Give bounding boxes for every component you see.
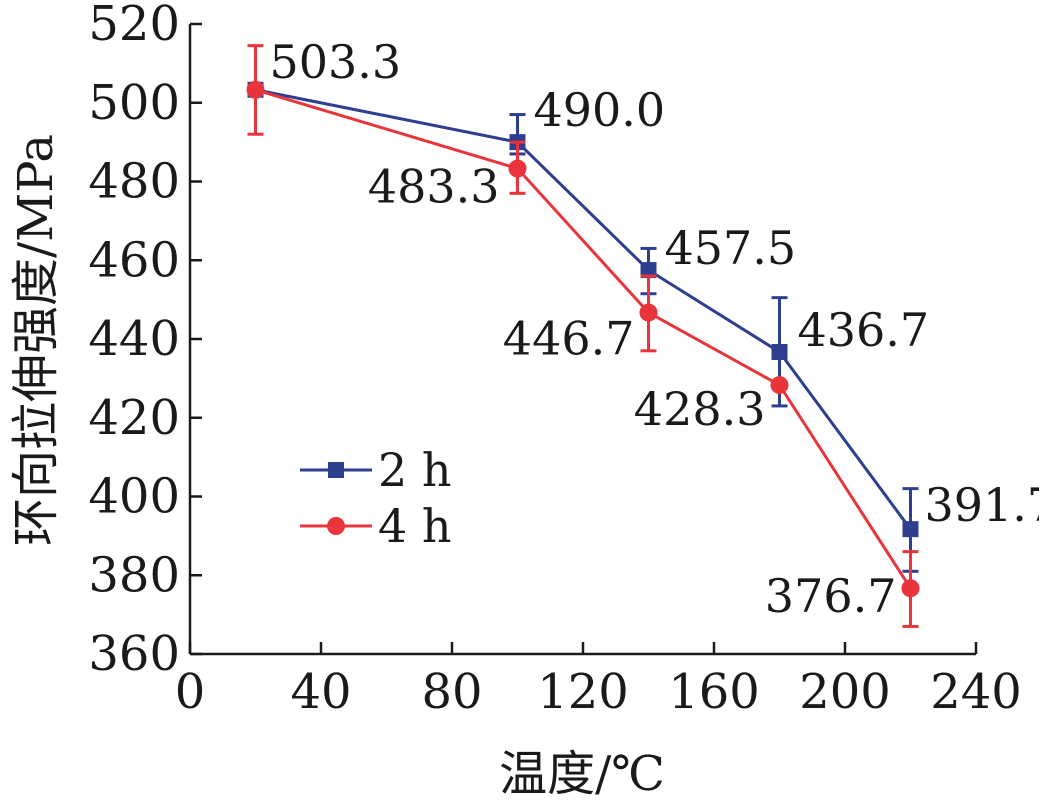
y-tick-label: 500: [88, 75, 180, 131]
data-label: 436.7: [798, 303, 930, 357]
circle-marker: [639, 303, 658, 322]
legend-label: 2 h: [378, 443, 452, 497]
y-tick-label: 440: [88, 311, 180, 367]
y-tick-label: 380: [88, 547, 180, 603]
axes: 0 40 80 120 160 200 240 360 380 400 420 440 460 480 50…: [88, 0, 1021, 720]
data-label: 376.7: [765, 569, 897, 623]
y-tick-label: 420: [88, 390, 180, 446]
x-tick-label: 0: [175, 664, 206, 720]
data-label: 483.3: [368, 160, 500, 214]
data-label: 490.0: [534, 83, 666, 137]
series-4h: [246, 44, 920, 628]
data-label: 428.3: [634, 382, 766, 436]
circle-marker: [770, 376, 789, 395]
y-axis-title: 环向拉伸强度/MPa: [8, 134, 64, 546]
circle-marker: [508, 159, 527, 178]
square-marker: [640, 262, 657, 279]
circle-marker: [246, 80, 265, 99]
x-tick-label: 200: [799, 664, 891, 720]
data-label: 391.7: [925, 478, 1039, 532]
x-tick-label: 120: [537, 664, 629, 720]
data-label: 503.3: [270, 35, 402, 89]
x-tick-label: 160: [668, 664, 760, 720]
y-tick-label: 360: [88, 626, 180, 682]
legend-square-marker: [328, 462, 344, 478]
series-layer: [246, 44, 920, 628]
y-tick-label: 400: [88, 469, 180, 525]
legend-label: 4 h: [378, 499, 452, 553]
x-tick-label: 40: [290, 664, 351, 720]
data-label: 446.7: [503, 312, 635, 366]
y-tick-label: 480: [88, 154, 180, 210]
square-marker: [771, 343, 788, 360]
data-label: 457.5: [665, 221, 797, 275]
legend: 2 h4 h: [300, 443, 452, 553]
circle-marker: [901, 579, 920, 598]
y-tick-label: 460: [88, 232, 180, 288]
y-tick-label: 520: [88, 0, 180, 52]
x-tick-label: 80: [421, 664, 482, 720]
square-marker: [902, 521, 919, 538]
legend-circle-marker: [327, 517, 345, 535]
x-axis-title: 温度/℃: [499, 746, 665, 800]
x-tick-label: 240: [930, 664, 1022, 720]
